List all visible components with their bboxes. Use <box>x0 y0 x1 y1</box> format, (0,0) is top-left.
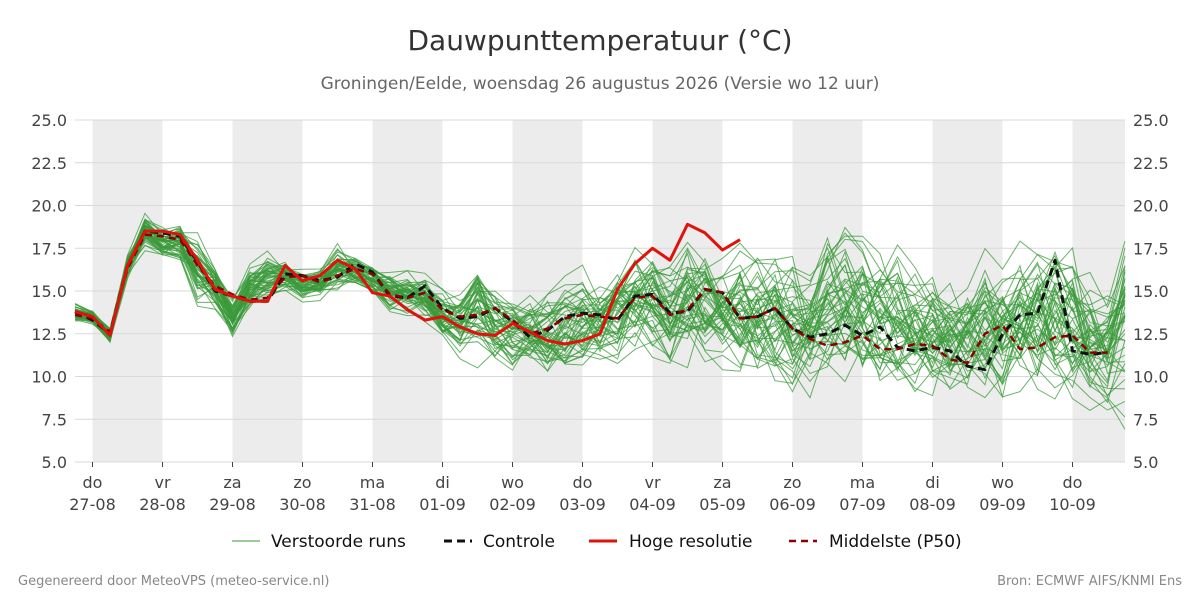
x-tick-date-11: 07-09 <box>839 495 886 514</box>
x-tick-day-12: di <box>925 473 940 492</box>
x-tick-day-4: ma <box>360 473 385 492</box>
x-tick-day-11: ma <box>850 473 875 492</box>
y-tick-right-0: 5.0 <box>1133 453 1158 472</box>
x-tick-day-3: zo <box>293 473 311 492</box>
y-tick-right-8: 25.0 <box>1133 111 1169 130</box>
x-tick-day-8: vr <box>644 473 660 492</box>
y-tick-left-6: 20.0 <box>31 197 67 216</box>
legend: Verstoorde runs Controle Hoge resolutie … <box>232 532 962 552</box>
x-axis: do 27-08 vr 28-08 za 29-08 zo 30-08 ma 31-08 di 01-… <box>69 462 1096 514</box>
x-tick-date-13: 09-09 <box>979 495 1026 514</box>
x-tick-day-1: vr <box>154 473 170 492</box>
legend-label-control: Controle <box>483 532 555 552</box>
ensemble-run-9 <box>74 236 1126 366</box>
y-tick-left-3: 12.5 <box>31 325 67 344</box>
chart-subtitle: Groningen/Eelde, woensdag 26 augustus 20… <box>321 74 880 94</box>
x-tick-day-10: zo <box>783 473 801 492</box>
x-tick-date-5: 01-09 <box>419 495 466 514</box>
legend-label-median: Middelste (P50) <box>829 532 962 552</box>
x-tick-day-6: wo <box>501 473 524 492</box>
x-tick-day-13: wo <box>991 473 1014 492</box>
x-tick-date-1: 28-08 <box>139 495 186 514</box>
x-tick-day-14: do <box>1063 473 1083 492</box>
x-tick-date-0: 27-08 <box>69 495 116 514</box>
y-tick-right-5: 17.5 <box>1133 239 1169 258</box>
chart-title: Dauwpunttemperatuur (°C) <box>407 24 792 57</box>
y-tick-right-2: 10.0 <box>1133 368 1169 387</box>
y-tick-right-4: 15.0 <box>1133 282 1169 301</box>
x-tick-date-2: 29-08 <box>209 495 256 514</box>
x-tick-date-3: 30-08 <box>279 495 326 514</box>
ensemble-run-45 <box>74 236 1126 379</box>
y-tick-right-3: 12.5 <box>1133 325 1169 344</box>
y-axis-left: 5.0 7.5 10.0 12.5 15.0 17.5 20.0 22.5 25.0 <box>31 111 67 472</box>
y-tick-left-1: 7.5 <box>42 410 67 429</box>
y-tick-left-8: 25.0 <box>31 111 67 130</box>
y-tick-left-4: 15.0 <box>31 282 67 301</box>
x-tick-day-9: za <box>713 473 731 492</box>
legend-label-perturbed: Verstoorde runs <box>271 532 406 552</box>
y-tick-left-7: 22.5 <box>31 154 67 173</box>
y-tick-right-1: 7.5 <box>1133 410 1158 429</box>
legend-item-perturbed: Verstoorde runs <box>232 532 406 552</box>
y-tick-right-7: 22.5 <box>1133 154 1169 173</box>
y-axis-right: 5.0 7.5 10.0 12.5 15.0 17.5 20.0 22.5 25.0 <box>1133 111 1169 472</box>
legend-item-median: Middelste (P50) <box>789 532 962 552</box>
x-tick-date-14: 10-09 <box>1049 495 1096 514</box>
y-tick-left-0: 5.0 <box>42 453 67 472</box>
x-tick-date-7: 03-09 <box>559 495 606 514</box>
x-tick-day-0: do <box>83 473 103 492</box>
ensemble-run-29 <box>74 227 1126 365</box>
footer-right: Bron: ECMWF AIFS/KNMI Ens <box>997 574 1182 589</box>
median-line <box>74 233 1108 365</box>
grid-lines <box>75 119 1125 463</box>
footer-left: Gegenereerd door MeteoVPS (meteo-service… <box>18 574 329 589</box>
main-series <box>74 222 1108 372</box>
ensemble-run-47 <box>74 236 1126 370</box>
x-tick-day-2: za <box>223 473 241 492</box>
ensemble-run-48 <box>74 230 1126 385</box>
y-tick-left-2: 10.0 <box>31 368 67 387</box>
x-tick-date-4: 31-08 <box>349 495 396 514</box>
legend-item-hires: Hoge resolutie <box>589 532 753 552</box>
legend-item-control: Controle <box>444 532 555 552</box>
x-tick-day-5: di <box>435 473 450 492</box>
x-tick-day-7: do <box>573 473 593 492</box>
x-tick-date-8: 04-09 <box>629 495 676 514</box>
ensemble-run-44 <box>74 231 1126 400</box>
x-tick-date-9: 05-09 <box>699 495 746 514</box>
x-tick-date-6: 02-09 <box>489 495 536 514</box>
ensemble-run-49 <box>74 227 1126 399</box>
hires-line <box>74 222 741 346</box>
x-tick-date-10: 06-09 <box>769 495 816 514</box>
y-tick-right-6: 20.0 <box>1133 197 1169 216</box>
ensemble-run-43 <box>74 244 1126 399</box>
y-tick-left-5: 17.5 <box>31 239 67 258</box>
x-tick-date-12: 08-09 <box>909 495 956 514</box>
legend-label-hires: Hoge resolutie <box>629 532 753 552</box>
